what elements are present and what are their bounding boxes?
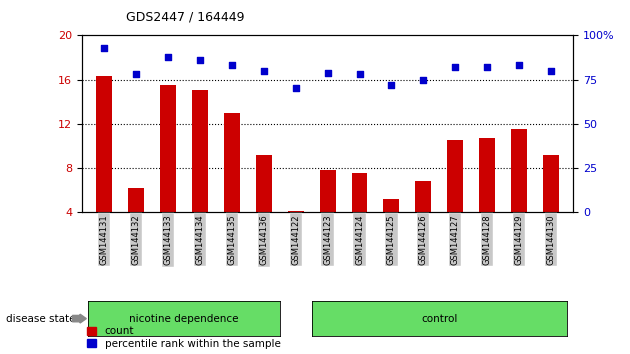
Text: GSM144129: GSM144129 [515,214,524,265]
Text: GSM144127: GSM144127 [450,214,460,265]
Text: GSM144136: GSM144136 [260,214,268,265]
Text: GSM144125: GSM144125 [387,214,396,265]
Bar [479,138,495,212]
Point [546,68,556,74]
Bar [96,76,112,212]
Bar [511,130,527,212]
Bar [352,172,367,212]
Text: control: control [421,314,457,324]
Text: GSM144132: GSM144132 [132,214,140,265]
Text: GSM144135: GSM144135 [227,214,236,265]
Bar [415,181,432,212]
Point [386,82,396,88]
Text: GSM144126: GSM144126 [419,214,428,265]
Point [131,72,141,77]
Text: GSM144133: GSM144133 [164,214,173,265]
Point [323,70,333,75]
Bar [128,188,144,212]
Point [195,57,205,63]
Text: nicotine dependence: nicotine dependence [129,314,239,324]
Text: disease state: disease state [6,314,76,324]
Point [514,63,524,68]
Text: GSM144122: GSM144122 [291,214,300,265]
Bar [288,211,304,212]
Text: GSM144124: GSM144124 [355,214,364,265]
Bar [256,155,272,212]
Text: GSM144128: GSM144128 [483,214,491,265]
Point [290,86,301,91]
Point [450,64,461,70]
Bar [192,90,208,212]
Point [227,63,237,68]
Text: GSM144130: GSM144130 [546,214,556,265]
Text: GSM144123: GSM144123 [323,214,332,265]
Bar [447,141,463,212]
Text: GSM144131: GSM144131 [100,214,109,265]
Bar [319,170,336,212]
Point [355,72,365,77]
Text: GSM144134: GSM144134 [195,214,205,265]
Point [482,64,492,70]
Legend: count, percentile rank within the sample: count, percentile rank within the sample [87,326,281,349]
Bar [543,155,559,212]
Point [418,77,428,82]
Point [99,45,109,51]
Bar [160,85,176,212]
Bar [224,113,240,212]
Point [163,54,173,59]
Text: GDS2447 / 164449: GDS2447 / 164449 [126,11,244,24]
Bar [384,199,399,212]
Point [259,68,269,74]
